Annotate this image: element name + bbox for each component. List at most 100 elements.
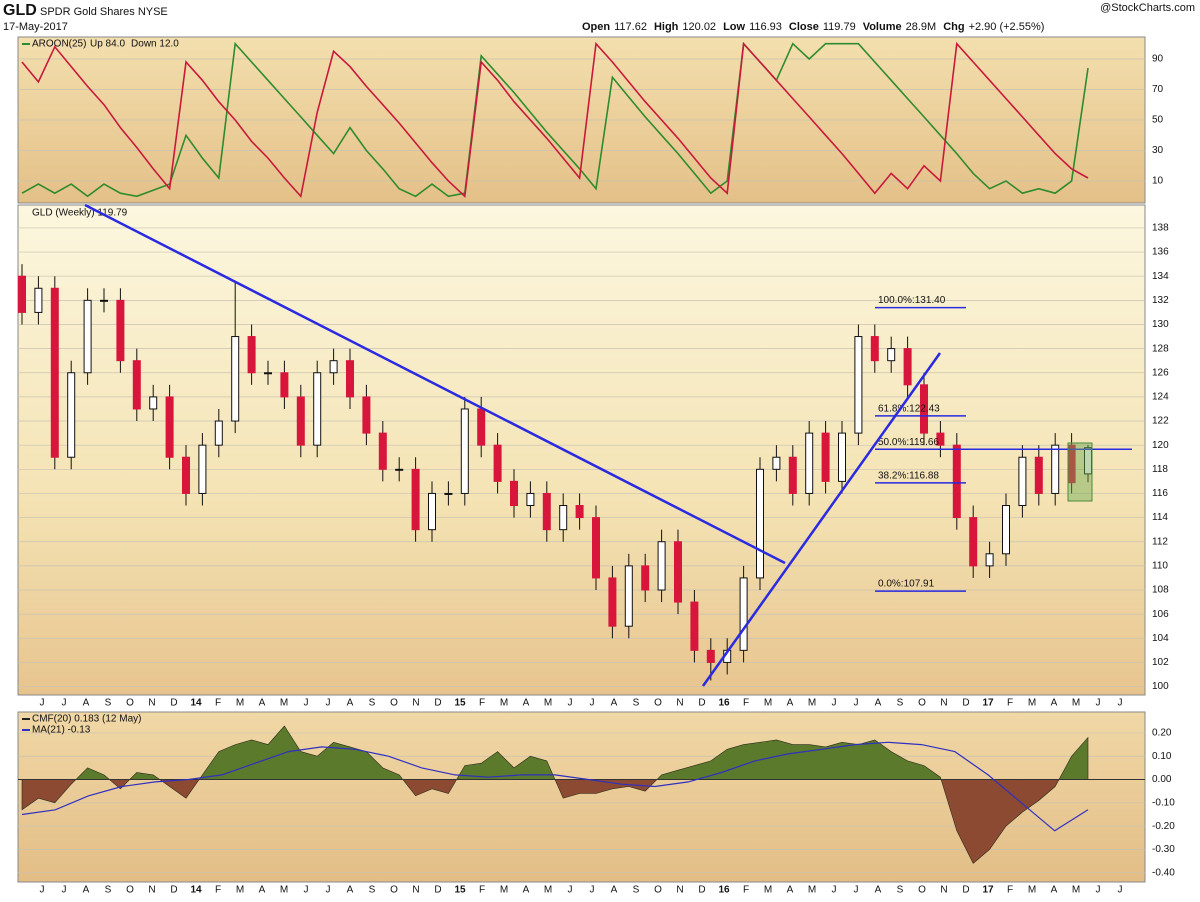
trendline bbox=[84, 203, 786, 565]
x-tick-label: S bbox=[897, 698, 904, 709]
x-tick-label: 14 bbox=[190, 885, 202, 896]
x-tick-label: O bbox=[918, 885, 926, 896]
candle-body bbox=[870, 336, 879, 362]
legend-label: Down 12.0 bbox=[131, 39, 179, 50]
x-tick-label: D bbox=[170, 698, 177, 709]
x-tick-label: M bbox=[1028, 698, 1036, 709]
x-tick-label: O bbox=[390, 698, 398, 709]
candle-body bbox=[608, 577, 617, 627]
x-tick-label: M bbox=[1028, 885, 1036, 896]
source: @StockCharts.com bbox=[1100, 2, 1195, 14]
y-tick-label: 90 bbox=[1152, 54, 1164, 65]
candle-body bbox=[903, 348, 912, 386]
candle-body bbox=[18, 275, 26, 313]
legend-label: GLD (Weekly) 119.79 bbox=[32, 208, 128, 219]
x-tick-label: S bbox=[369, 885, 376, 896]
x-tick-label: J bbox=[568, 698, 573, 709]
x-tick-label: S bbox=[105, 885, 112, 896]
plot-layer: Open 117.62 High 120.02 Low 116.93 Close 119.79… bbox=[18, 21, 1175, 896]
ma-line bbox=[21, 741, 1089, 832]
x-tick-label: A bbox=[611, 885, 618, 896]
aroon-line bbox=[21, 41, 1089, 199]
candle-body bbox=[132, 360, 141, 410]
y-tick-label: 0.00 bbox=[1152, 774, 1172, 785]
x-tick-label: A bbox=[347, 885, 354, 896]
quote-label: Close bbox=[789, 21, 819, 33]
candle-body bbox=[83, 299, 92, 374]
x-tick-label: N bbox=[412, 698, 419, 709]
candle-body bbox=[1034, 456, 1043, 494]
quote-label: Volume bbox=[863, 21, 902, 33]
x-tick-label: M bbox=[808, 885, 816, 896]
quote-label: Open bbox=[582, 21, 610, 33]
y-tick-label: 106 bbox=[1152, 609, 1169, 620]
candle-body bbox=[428, 492, 436, 531]
x-tick-label: J bbox=[1096, 698, 1101, 709]
x-tick-label: J bbox=[590, 885, 595, 896]
candle-body bbox=[510, 480, 518, 507]
y-tick-label: 118 bbox=[1152, 464, 1168, 475]
x-tick-label: D bbox=[170, 885, 177, 896]
candle-body bbox=[788, 456, 797, 494]
x-tick-label: D bbox=[962, 885, 969, 896]
x-tick-label: N bbox=[676, 698, 683, 709]
cmf-area bbox=[21, 779, 1089, 864]
x-tick-label: N bbox=[148, 698, 155, 709]
x-tick-label: A bbox=[1051, 885, 1058, 896]
candle-body bbox=[444, 492, 453, 495]
candle-body bbox=[920, 384, 928, 434]
x-tick-label: S bbox=[105, 698, 112, 709]
y-tick-label: 120 bbox=[1152, 440, 1169, 451]
candle-body bbox=[854, 336, 863, 434]
y-tick-label: 128 bbox=[1152, 343, 1169, 354]
y-tick-label: 104 bbox=[1152, 633, 1169, 644]
x-tick-label: F bbox=[743, 698, 749, 709]
fib-label: 38.2%:116.88 bbox=[878, 470, 939, 481]
x-tick-label: A bbox=[523, 885, 530, 896]
x-tick-label: N bbox=[940, 698, 947, 709]
x-tick-label: O bbox=[126, 885, 134, 896]
x-tick-label: 15 bbox=[454, 885, 466, 896]
candle-body bbox=[247, 336, 256, 374]
x-tick-label: J bbox=[832, 885, 837, 896]
y-tick-label: 0.20 bbox=[1152, 728, 1172, 739]
x-tick-label: J bbox=[590, 698, 595, 709]
candle-body bbox=[575, 505, 584, 519]
x-tick-label: A bbox=[787, 698, 794, 709]
trendline bbox=[701, 352, 942, 687]
x-tick-label: N bbox=[148, 885, 155, 896]
cmf-area bbox=[21, 725, 1089, 780]
candle-body bbox=[706, 649, 715, 663]
x-tick-label: M bbox=[236, 698, 244, 709]
x-tick-label: S bbox=[369, 698, 376, 709]
candle-body bbox=[214, 420, 223, 446]
x-tick-label: 17 bbox=[982, 885, 994, 896]
candle-body bbox=[460, 408, 469, 494]
x-tick-label: A bbox=[259, 698, 266, 709]
candle-body bbox=[182, 456, 190, 494]
x-tick-label: N bbox=[412, 885, 419, 896]
candle-body bbox=[739, 577, 748, 651]
quote-value: +2.90 (+2.55%) bbox=[969, 21, 1045, 33]
fib-label: 61.8%:122.43 bbox=[878, 403, 940, 414]
quote-value: 119.79 bbox=[823, 21, 856, 33]
quote-label: Low bbox=[723, 21, 745, 33]
x-tick-label: M bbox=[1072, 698, 1080, 709]
y-tick-label: 130 bbox=[1152, 319, 1169, 330]
x-tick-label: A bbox=[83, 885, 90, 896]
y-tick-label: 100 bbox=[1152, 681, 1169, 692]
y-tick-label: 138 bbox=[1152, 223, 1169, 234]
candle-body bbox=[477, 408, 486, 446]
x-tick-label: F bbox=[479, 698, 485, 709]
candle-body bbox=[395, 468, 404, 471]
legend-label: AROON(25) bbox=[32, 39, 86, 50]
x-tick-label: 16 bbox=[718, 885, 730, 896]
candle-body bbox=[641, 565, 650, 591]
y-tick-label: 126 bbox=[1152, 367, 1169, 378]
x-tick-label: M bbox=[236, 885, 244, 896]
candle-body bbox=[1018, 456, 1027, 507]
x-tick-label: F bbox=[215, 885, 221, 896]
x-tick-label: 17 bbox=[982, 698, 994, 709]
candle-body bbox=[346, 360, 354, 398]
